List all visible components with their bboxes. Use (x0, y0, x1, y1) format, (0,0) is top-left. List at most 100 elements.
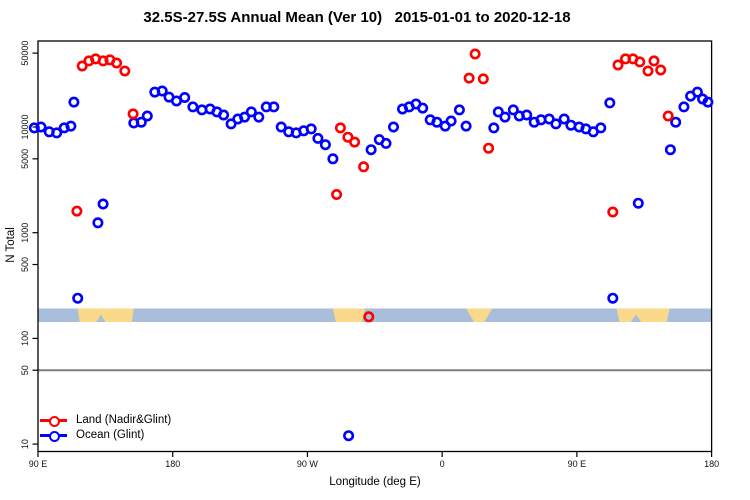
land-point (119, 65, 131, 77)
ocean-point (380, 137, 392, 149)
ocean-point (678, 101, 690, 113)
x-axis-label: Longitude (deg E) (329, 476, 421, 488)
ocean-point (607, 292, 619, 304)
ocean-band (38, 308, 712, 322)
ocean-point (319, 139, 331, 151)
ocean-point (417, 102, 429, 114)
ocean-point (68, 96, 80, 108)
ocean-point (245, 106, 257, 118)
land-point (342, 131, 354, 143)
land-point (607, 206, 619, 218)
land-point (662, 110, 674, 122)
land-point (111, 57, 123, 69)
y-tick-label: 50000 (20, 41, 30, 66)
land-point (127, 108, 139, 120)
ocean-point (431, 116, 443, 128)
ocean-point (239, 111, 251, 123)
ocean-point (664, 144, 676, 156)
x-tick-label: 0 (440, 459, 445, 469)
legend-entry-land: Land (Nadir&Glint) (40, 413, 171, 428)
y-axis-label: N Total (5, 227, 17, 263)
land-point (477, 73, 489, 85)
legend: Land (Nadir&Glint) Ocean (Glint) (40, 413, 171, 443)
ocean-point (305, 123, 317, 135)
land-band-segment (616, 308, 670, 322)
ocean-point (275, 121, 287, 133)
ocean-point (507, 104, 519, 116)
ocean-point (343, 430, 355, 442)
ocean-marker-icon (40, 429, 67, 442)
ocean-point (268, 101, 280, 113)
ocean-point (327, 153, 339, 165)
x-tick-label: 90 W (297, 459, 319, 469)
ocean-notch (96, 314, 106, 322)
ocean-point (179, 92, 191, 104)
land-point (76, 60, 88, 72)
land-point (634, 56, 646, 68)
land-point (648, 55, 660, 67)
ocean-point (595, 122, 607, 134)
x-tick-label: 180 (704, 459, 719, 469)
y-tick-label: 1000 (20, 223, 30, 243)
ocean-point (65, 120, 77, 132)
land-point (331, 189, 343, 201)
land-point (655, 64, 667, 76)
land-point (469, 48, 481, 60)
x-tick-label: 180 (165, 459, 180, 469)
legend-label-ocean: Ocean (Glint) (76, 429, 145, 441)
ocean-point (35, 121, 47, 133)
ocean-point (499, 111, 511, 123)
ocean-point (28, 122, 40, 134)
land-point (334, 122, 346, 134)
y-tick-label: 10 (20, 439, 30, 449)
land-point (612, 59, 624, 71)
ocean-point (543, 113, 555, 125)
y-tick-label: 100 (20, 331, 30, 346)
legend-entry-ocean: Ocean (Glint) (40, 428, 171, 443)
legend-label-land: Land (Nadir&Glint) (76, 414, 172, 426)
ocean-point (365, 144, 377, 156)
chart-title: 32.5S-27.5S Annual Mean (Ver 10) 2015-01… (143, 9, 571, 26)
ocean-point (632, 197, 644, 209)
ocean-point (558, 113, 570, 125)
ocean-point (225, 118, 237, 130)
y-tick-label: 50 (20, 365, 30, 375)
land-band-segment (77, 308, 134, 322)
ocean-point (187, 101, 199, 113)
ocean-point (141, 110, 153, 122)
land-point (97, 55, 109, 67)
land-point (358, 161, 370, 173)
x-tick-label: 90 E (29, 459, 48, 469)
ocean-point (97, 198, 109, 210)
ocean-point (460, 120, 472, 132)
y-tick-label: 10000 (20, 114, 30, 139)
ocean-point (135, 116, 147, 128)
y-tick-label: 5000 (20, 149, 30, 169)
ocean-point (253, 111, 265, 123)
ocean-point (156, 85, 168, 97)
ocean-notch (630, 314, 642, 322)
land-point (483, 142, 495, 154)
ocean-point (691, 86, 703, 98)
ocean-point (312, 132, 324, 144)
ocean-point (550, 118, 562, 130)
ocean-point (218, 109, 230, 121)
ocean-point (521, 109, 533, 121)
ocean-point (51, 127, 63, 139)
ocean-point (453, 104, 465, 116)
ocean-point (492, 106, 504, 118)
land-point (463, 72, 475, 84)
ocean-point (604, 97, 616, 109)
land-band-segment (466, 308, 493, 322)
land-marker-icon (40, 414, 67, 427)
land-point (642, 65, 654, 77)
ocean-point (92, 217, 104, 229)
land-point (71, 205, 83, 217)
x-tick-label: 90 E (568, 459, 587, 469)
ocean-point (488, 122, 500, 134)
ocean-point (670, 116, 682, 128)
ocean-point (702, 96, 714, 108)
ocean-point (72, 292, 84, 304)
land-band-segment (332, 308, 366, 322)
